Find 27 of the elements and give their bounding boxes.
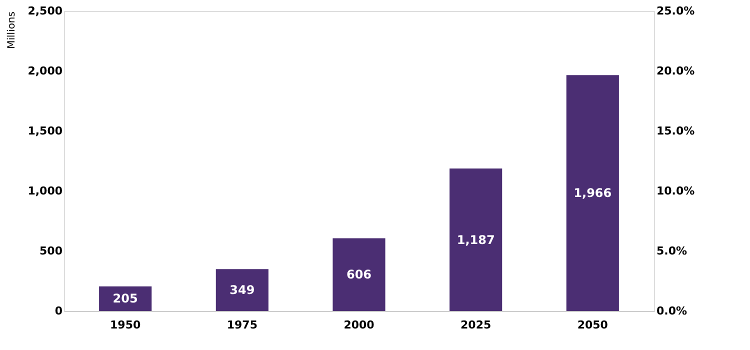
- data-label: 349: [230, 283, 255, 298]
- y-tick-label: 1,000: [28, 184, 63, 198]
- y-tick-label: 2,000: [28, 64, 63, 78]
- data-label: 205: [112, 292, 138, 306]
- bar: [450, 168, 502, 311]
- x-tick-label: 1950: [110, 318, 141, 332]
- data-label: 1,966: [574, 186, 612, 200]
- x-tick-label: 2050: [577, 318, 608, 332]
- bar: [332, 238, 386, 311]
- bar: [216, 269, 268, 311]
- y2-tick-label: 25.0%: [656, 4, 695, 18]
- y2-tick-label: 5.0%: [656, 244, 688, 258]
- y-tick-label: 1,500: [28, 124, 63, 138]
- x-tick-label: 1975: [226, 318, 258, 332]
- y2-tick-label: 10.0%: [656, 184, 695, 198]
- y2-tick-label: 0.0%: [656, 304, 688, 318]
- bar: [566, 75, 619, 311]
- x-tick-label: 2025: [460, 318, 492, 332]
- y-tick-label: 2,500: [28, 4, 63, 18]
- y-axis-title: Millions: [6, 12, 18, 49]
- data-label: 606: [346, 268, 372, 282]
- y-tick-label: 0: [54, 304, 63, 318]
- data-label: 1,187: [456, 232, 495, 247]
- y2-tick-label: 15.0%: [656, 124, 695, 138]
- y-tick-label: 500: [40, 244, 63, 258]
- y2-tick-label: 20.0%: [656, 64, 695, 78]
- x-tick-label: 2000: [344, 318, 375, 332]
